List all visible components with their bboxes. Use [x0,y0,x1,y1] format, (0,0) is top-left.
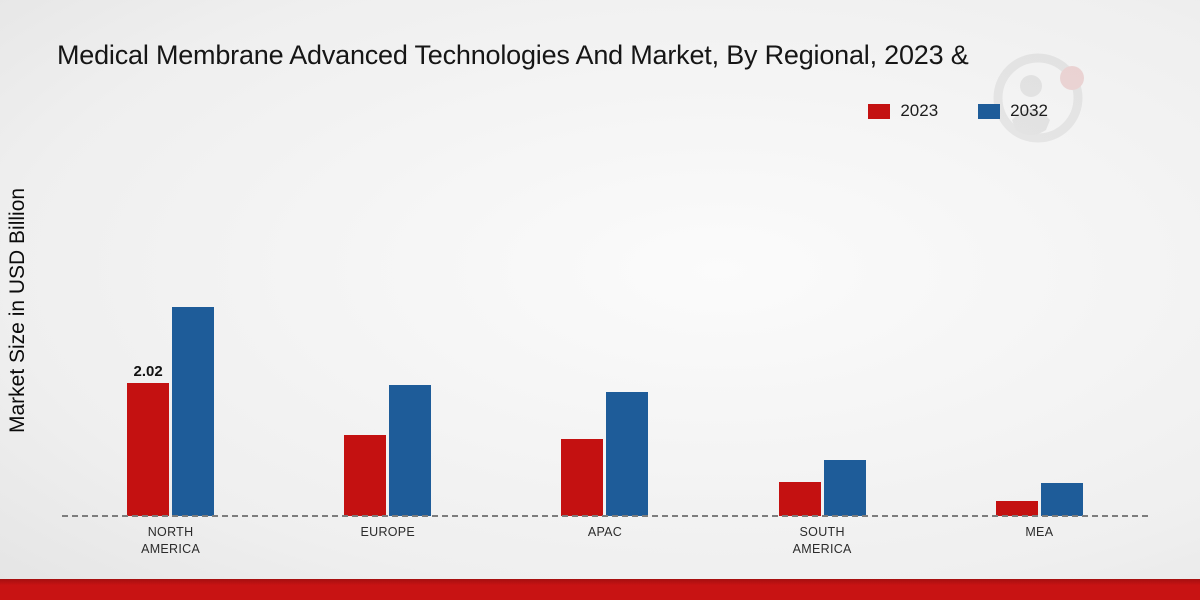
x-axis-baseline [62,515,1148,517]
bar-2023-5 [995,501,1038,516]
y-axis-label: Market Size in USD Billion [6,187,29,433]
legend-swatch [978,103,1001,119]
bar-group: 2.02 NORTH AMERICA [127,307,215,556]
legend-label: 2023 [900,101,939,120]
footer-accent-bar [0,579,1200,600]
bar-group: SOUTH AMERICA [778,460,866,556]
x-tick-label: EUROPE [360,525,416,539]
bar-2023-3 [561,439,604,516]
bar-group: APAC [561,392,649,539]
x-tick-label: SOUTH AMERICA [792,525,852,556]
bar-value-label: 2.02 [133,363,163,380]
x-tick-label: NORTH AMERICA [141,525,201,556]
bar-2023-4 [778,482,821,516]
bar-groups: 2.02 NORTH AMERICA EUROPE APAC SOUTH AMERICA… [62,150,1148,556]
bar-2023-2 [344,435,387,516]
legend-item-2023: 2023 [868,101,938,121]
x-tick-label: APAC [587,525,623,539]
legend-label: 2032 [1010,101,1048,120]
bar-group: MEA [995,483,1083,539]
bar-2032-4 [823,460,866,516]
plot-area: 2.02 NORTH AMERICA EUROPE APAC SOUTH AMERICA… [62,150,1148,556]
bar-2032-1 [172,307,215,516]
legend-swatch [868,103,891,119]
bar-group: EUROPE [344,385,432,539]
chart-title: Medical Membrane Advanced Technologies A… [57,40,969,70]
chart-legend: 2023 2032 [868,101,1048,121]
x-tick-label: MEA [1025,525,1054,539]
bar-2032-2 [389,385,432,516]
bar-2023-1 [127,383,170,516]
bar-2032-3 [606,392,649,516]
legend-item-2032: 2032 [978,101,1048,121]
bar-2032-5 [1040,483,1083,516]
